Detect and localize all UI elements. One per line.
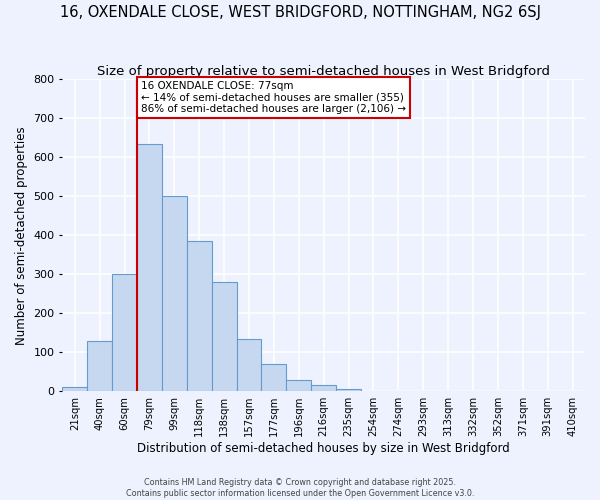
Bar [212,282,236,391]
Bar [262,364,286,391]
Bar [87,340,112,391]
Title: Size of property relative to semi-detached houses in West Bridgford: Size of property relative to semi-detach… [97,65,550,78]
Bar [336,390,361,391]
Text: 16 OXENDALE CLOSE: 77sqm
← 14% of semi-detached houses are smaller (355)
86% of : 16 OXENDALE CLOSE: 77sqm ← 14% of semi-d… [141,81,406,114]
Bar [162,196,187,391]
Bar [137,144,162,391]
Bar [187,241,212,391]
Text: 16, OXENDALE CLOSE, WEST BRIDGFORD, NOTTINGHAM, NG2 6SJ: 16, OXENDALE CLOSE, WEST BRIDGFORD, NOTT… [59,5,541,20]
X-axis label: Distribution of semi-detached houses by size in West Bridgford: Distribution of semi-detached houses by … [137,442,510,455]
Bar [112,274,137,391]
Y-axis label: Number of semi-detached properties: Number of semi-detached properties [15,126,28,344]
Text: Contains HM Land Registry data © Crown copyright and database right 2025.
Contai: Contains HM Land Registry data © Crown c… [126,478,474,498]
Bar [236,338,262,391]
Bar [286,380,311,391]
Bar [311,386,336,391]
Bar [62,388,87,391]
